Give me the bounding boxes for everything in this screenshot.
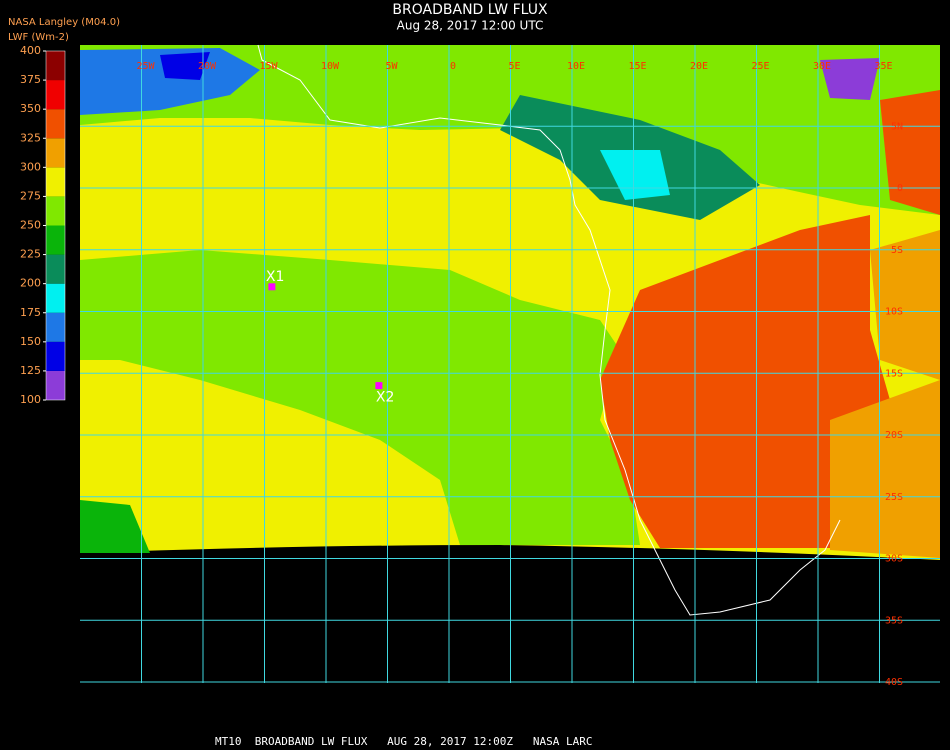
region-green-edge [80, 500, 150, 553]
colorbar-label: 275 [20, 189, 41, 202]
colorbar-label: 250 [20, 219, 41, 232]
region-darkblue [160, 52, 210, 80]
colorbar-label: 375 [20, 73, 41, 86]
longitude-label: 35E [874, 61, 892, 72]
colorbar-bin [46, 196, 65, 226]
longitude-label: 10E [567, 61, 585, 72]
region-amber-north [870, 230, 940, 380]
coastline [257, 44, 841, 616]
site-label: X1 [266, 269, 285, 285]
longitude-label: 30E [813, 61, 831, 72]
latitude-label: 40S [885, 677, 903, 688]
longitude-label: 5E [508, 61, 520, 72]
region-lightgreen [80, 250, 640, 545]
footer: MT10 BROADBAND LW FLUX AUG 28, 2017 12:0… [215, 735, 593, 748]
colorbar-bin [46, 370, 65, 400]
colorbar-bin [46, 254, 65, 284]
colorbar-label: 225 [20, 248, 41, 261]
region-orange-north [880, 90, 940, 215]
latitude-label: 0 [897, 183, 903, 194]
longitude-label: 15E [628, 61, 646, 72]
colorbar-label: 125 [20, 364, 41, 377]
region-blue [80, 48, 260, 115]
colorbar-bin [46, 80, 65, 110]
latitude-label: 25S [885, 492, 903, 503]
graticule: 25W 20W 15W 10W 5W 0 5E 10E 15E 20E 25E 30E 35E 5N 0 5S… [80, 45, 940, 688]
source: NASA Langley (M04.0) [8, 17, 120, 28]
longitude-label: 25W [136, 61, 155, 72]
longitude-label: 20E [690, 61, 708, 72]
latitude-label: 5N [891, 121, 903, 132]
region-amber [830, 380, 940, 558]
colorbar-bin [46, 312, 65, 342]
latitude-label: 5S [891, 245, 903, 256]
latitude-label: 35S [885, 615, 903, 626]
colorbar-label: 300 [20, 160, 41, 173]
units: LWF (Wm-2) [8, 32, 69, 43]
latitude-label: 15S [885, 368, 903, 379]
latitude-label: 20S [885, 430, 903, 441]
colorbar-bin [46, 51, 65, 81]
site-marker [268, 283, 276, 291]
latitude-label: 10S [885, 307, 903, 318]
title: BROADBAND LW FLUX [392, 2, 548, 18]
subtitle: Aug 28, 2017 12:00 UTC [397, 19, 544, 33]
colorbar-bin [46, 138, 65, 168]
longitude-label: 5W [385, 61, 398, 72]
longitude-label: 25E [751, 61, 769, 72]
site-label: X2 [376, 390, 395, 406]
colorbar-label: 100 [20, 393, 41, 406]
colorbar-label: 325 [20, 131, 41, 144]
site-marker [375, 382, 383, 390]
longitude-label: 15W [259, 61, 278, 72]
colorbar-label: 200 [20, 277, 41, 290]
longitude-label: 20W [198, 61, 217, 72]
colorbar-bin [46, 283, 65, 313]
colorbar-bin [46, 341, 65, 371]
colorbar-label: 150 [20, 335, 41, 348]
colorbar-label: 350 [20, 102, 41, 115]
colorbar-bin [46, 167, 65, 197]
colorbar-bin [46, 109, 65, 139]
region-purple [820, 58, 880, 100]
colorbar-bin [46, 225, 65, 255]
latitude-label: 30S [885, 554, 903, 565]
longitude-label: 10W [321, 61, 340, 72]
colorbar-label: 175 [20, 306, 41, 319]
longitude-label: 0 [450, 61, 456, 72]
colorbar-label: 400 [20, 44, 41, 57]
